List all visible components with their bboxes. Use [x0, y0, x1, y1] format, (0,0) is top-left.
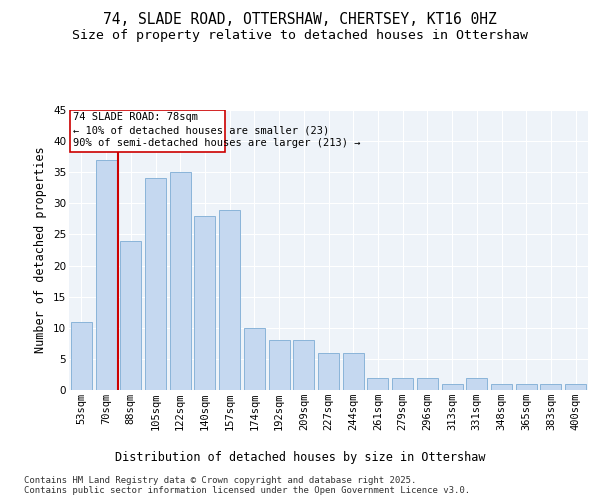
Bar: [145, 178, 166, 390]
Bar: [170, 172, 191, 390]
Bar: [565, 384, 586, 390]
Bar: [293, 340, 314, 390]
Bar: [120, 240, 141, 390]
Bar: [466, 378, 487, 390]
Bar: [95, 160, 116, 390]
Text: 74 SLADE ROAD: 78sqm
← 10% of detached houses are smaller (23)
90% of semi-detac: 74 SLADE ROAD: 78sqm ← 10% of detached h…: [73, 112, 361, 148]
Bar: [194, 216, 215, 390]
Bar: [71, 322, 92, 390]
Y-axis label: Number of detached properties: Number of detached properties: [34, 146, 47, 354]
Bar: [219, 210, 240, 390]
Bar: [417, 378, 438, 390]
Bar: [367, 378, 388, 390]
Bar: [516, 384, 537, 390]
Bar: [343, 352, 364, 390]
Bar: [318, 352, 339, 390]
Bar: [269, 340, 290, 390]
Text: 74, SLADE ROAD, OTTERSHAW, CHERTSEY, KT16 0HZ: 74, SLADE ROAD, OTTERSHAW, CHERTSEY, KT1…: [103, 12, 497, 28]
Bar: [442, 384, 463, 390]
Text: Contains HM Land Registry data © Crown copyright and database right 2025.
Contai: Contains HM Land Registry data © Crown c…: [24, 476, 470, 495]
Bar: [392, 378, 413, 390]
Bar: [541, 384, 562, 390]
Bar: [491, 384, 512, 390]
Text: Size of property relative to detached houses in Ottershaw: Size of property relative to detached ho…: [72, 29, 528, 42]
Text: Distribution of detached houses by size in Ottershaw: Distribution of detached houses by size …: [115, 451, 485, 464]
Bar: [244, 328, 265, 390]
Bar: [70, 110, 224, 152]
